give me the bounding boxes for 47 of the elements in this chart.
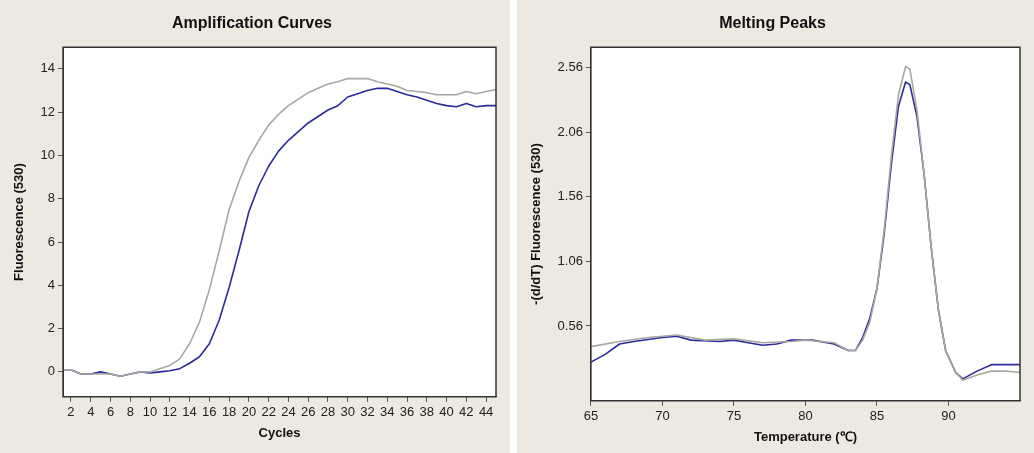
y-tick-label: 2: [47, 320, 56, 336]
y-tick-label: 0.56: [557, 317, 583, 333]
x-tick-label: 2: [67, 404, 75, 420]
y-tick-label: 1.06: [557, 253, 583, 268]
x-tick-label: 6: [106, 404, 115, 420]
x-tick-label: 24: [281, 404, 296, 420]
y-tick-label: 1.56: [557, 188, 583, 204]
y-axis-title: -(d/dT) Fluorescence (530): [528, 143, 544, 305]
x-tick-label: 10: [142, 404, 158, 420]
x-tick-label: 34: [380, 404, 395, 420]
x-tick-label: 90: [941, 408, 956, 424]
y-tick-label: 8: [47, 190, 56, 206]
x-tick-label: 8: [126, 404, 134, 420]
y-axis-title: Fluorescence (530): [11, 163, 27, 281]
x-tick-label: 32: [360, 404, 375, 420]
x-tick-label: 18: [221, 404, 237, 420]
x-tick-label: 20: [241, 404, 257, 420]
y-tick-label: 2.56: [557, 59, 583, 75]
y-tick-label: 2.06: [557, 123, 583, 139]
chart-title: Amplification Curves: [171, 14, 333, 32]
x-axis-title: Temperature (℃): [753, 428, 857, 444]
x-tick-label: 38: [419, 404, 435, 420]
x-tick-label: 36: [399, 404, 415, 420]
x-axis-title: Cycles: [258, 424, 301, 440]
x-tick-label: 40: [439, 404, 454, 420]
x-tick-label: 16: [202, 404, 217, 420]
x-tick-label: 80: [798, 408, 813, 424]
x-tick-label: 70: [655, 408, 670, 424]
x-tick-label: 44: [478, 404, 494, 420]
x-tick-label: 30: [340, 404, 355, 420]
y-tick-label: 6: [47, 233, 56, 249]
x-tick-label: 4: [87, 404, 95, 420]
x-tick-label: 42: [459, 404, 474, 420]
y-tick-label: 14: [40, 60, 56, 76]
y-tick-label: 12: [40, 103, 56, 119]
x-tick-label: 14: [182, 404, 197, 420]
chart-title: Melting Peaks: [719, 14, 826, 32]
x-tick-label: 26: [300, 404, 316, 420]
x-tick-label: 75: [726, 408, 742, 424]
x-tick-label: 28: [320, 404, 336, 420]
x-tick-label: 12: [162, 404, 178, 420]
y-tick-label: 10: [40, 147, 56, 163]
x-tick-label: 22: [261, 404, 276, 420]
y-tick-label: 0: [47, 363, 56, 379]
x-tick-label: 65: [583, 408, 599, 424]
x-tick-label: 85: [869, 408, 885, 424]
y-tick-label: 4: [47, 276, 56, 292]
